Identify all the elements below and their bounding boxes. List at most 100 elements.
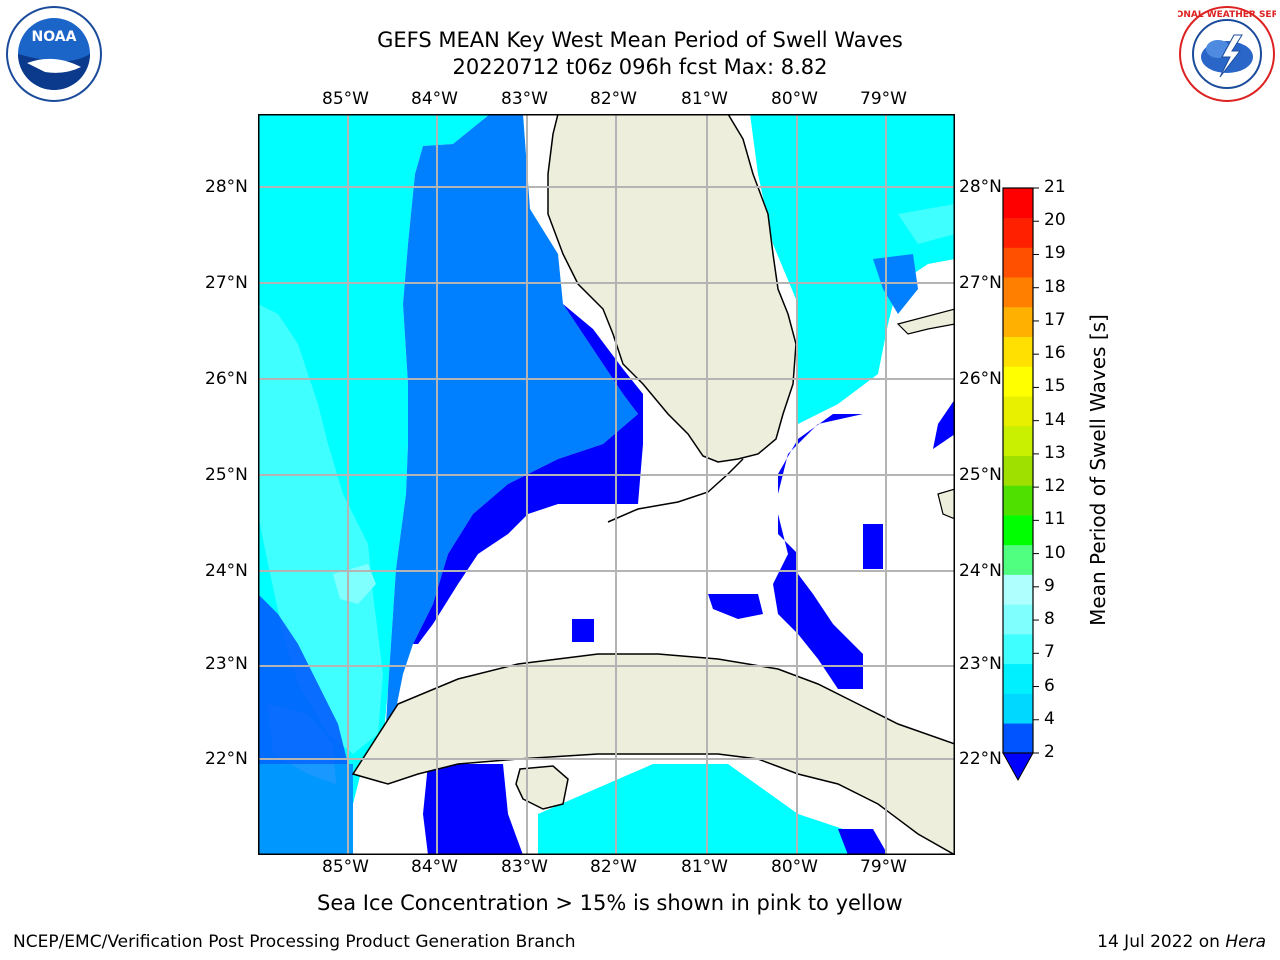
colorbar-tick-label: 15: [1044, 376, 1066, 397]
lat-label-left-26n: 26°N: [205, 369, 248, 389]
colorbar-segment: [1003, 574, 1033, 605]
colorbar-segment: [1003, 425, 1033, 456]
noaa-logo: NOAA: [6, 6, 102, 102]
lat-label-right-25n: 25°N: [959, 465, 1002, 485]
contour-2-4s-southwest: [258, 594, 348, 764]
colorbar-segment: [1003, 604, 1033, 635]
colorbar-label: Mean Period of Swell Waves [s]: [1086, 314, 1110, 626]
colorbar-tick-label: 17: [1044, 309, 1066, 330]
colorbar-tick-label: 13: [1044, 442, 1066, 463]
footer-date-text: 14 Jul 2022 on: [1097, 932, 1226, 952]
lon-label-top-79w: 79°W: [860, 89, 907, 109]
footer-host: Hera: [1225, 932, 1266, 952]
contour-2-4s-southeast: [838, 829, 888, 855]
colorbar-extend-arrow: [1002, 752, 1034, 782]
colorbar-tick-label: 7: [1044, 642, 1055, 663]
colorbar-tick-label: 21: [1044, 177, 1066, 197]
colorbar-frame: [1002, 187, 1034, 754]
sea-ice-caption: Sea Ice Concentration > 15% is shown in …: [317, 891, 903, 915]
colorbar-segment: [1003, 306, 1033, 337]
colorbar-tick-label: 18: [1044, 276, 1066, 297]
colorbar-segment: [1003, 455, 1033, 486]
colorbar-tick-label: 6: [1044, 675, 1055, 696]
isle-of-youth: [515, 765, 569, 810]
map-subtitle: 20220712 t06z 096h fcst Max: 8.82: [452, 55, 828, 79]
footer-branch: NCEP/EMC/Verification Post Processing Pr…: [13, 932, 576, 952]
lat-label-left-22n: 22°N: [205, 749, 248, 769]
colorbar-tick-label: 2: [1044, 742, 1055, 762]
swell-period-map: [258, 114, 955, 855]
contour-6-7s-east: [750, 114, 955, 424]
lat-label-right-23n: 23°N: [959, 654, 1002, 674]
colorbar: [1002, 187, 1039, 782]
lon-label-top-81w: 81°W: [681, 89, 728, 109]
colorbar-tick-label: 10: [1044, 542, 1066, 563]
contour-2-4s-bahamas: [863, 524, 883, 569]
florida-keys: [607, 458, 744, 523]
colorbar-segment: [1003, 663, 1033, 694]
map-title: GEFS MEAN Key West Mean Period of Swell …: [377, 28, 903, 52]
colorbar-segment: [1003, 485, 1033, 516]
lat-label-right-27n: 27°N: [959, 273, 1002, 293]
colorbar-tick-label: 19: [1044, 243, 1066, 264]
lon-label-bottom-80w: 80°W: [771, 857, 818, 877]
bahamas-land-south: [937, 488, 955, 520]
contour-8-9s-west: [333, 564, 376, 604]
colorbar-segment: [1003, 217, 1033, 248]
lon-label-bottom-83w: 83°W: [501, 857, 548, 877]
colorbar-tick-label: 16: [1044, 343, 1066, 364]
colorbar-segment: [1003, 277, 1033, 308]
lat-label-right-24n: 24°N: [959, 561, 1002, 581]
map-gridlines: [258, 114, 955, 855]
colorbar-segments: [1003, 187, 1039, 754]
nws-logo-text: NATIONAL WEATHER SERVICE: [1178, 10, 1276, 20]
colorbar-tick-label: 14: [1044, 409, 1066, 430]
contour-2-4s-spot: [572, 619, 594, 642]
lon-label-top-82w: 82°W: [590, 89, 637, 109]
nws-logo: NATIONAL WEATHER SERVICE: [1178, 6, 1276, 102]
noaa-logo-text: NOAA: [32, 29, 77, 45]
colorbar-segment: [1003, 544, 1033, 575]
contour-2-4s-straits: [708, 594, 763, 619]
lon-label-top-80w: 80°W: [771, 89, 818, 109]
colorbar-segment: [1003, 366, 1033, 397]
lat-label-left-27n: 27°N: [205, 273, 248, 293]
contour-blue-southwest-corner: [258, 764, 353, 855]
lon-label-top-85w: 85°W: [322, 89, 369, 109]
lat-label-right-22n: 22°N: [959, 749, 1002, 769]
lat-label-left-23n: 23°N: [205, 654, 248, 674]
lat-label-left-24n: 24°N: [205, 561, 248, 581]
contour-4-6s-west: [386, 114, 638, 724]
contour-7-8s-east: [898, 204, 955, 244]
contour-2-4s-east: [773, 414, 863, 689]
lon-label-bottom-79w: 79°W: [860, 857, 907, 877]
colorbar-segment: [1003, 247, 1033, 278]
colorbar-segment: [1003, 336, 1033, 367]
lat-label-left-25n: 25°N: [205, 465, 248, 485]
colorbar-segment: [1003, 634, 1033, 665]
colorbar-segment: [1003, 396, 1033, 427]
colorbar-tick-label: 4: [1044, 708, 1055, 729]
colorbar-tick-label: 20: [1044, 210, 1066, 231]
colorbar-tick-label: 11: [1044, 509, 1066, 530]
lon-label-bottom-82w: 82°W: [590, 857, 637, 877]
lon-label-bottom-85w: 85°W: [322, 857, 369, 877]
contour-2-4s-northeast: [933, 399, 955, 449]
colorbar-tick-label: 12: [1044, 476, 1066, 497]
lon-label-bottom-81w: 81°W: [681, 857, 728, 877]
lat-label-left-28n: 28°N: [205, 177, 248, 197]
map-frame: [258, 114, 955, 855]
colorbar-segment: [1003, 693, 1033, 724]
colorbar-segment: [1003, 723, 1033, 754]
lat-label-right-28n: 28°N: [959, 177, 1002, 197]
footer-date: 14 Jul 2022 on Hera: [1097, 932, 1266, 952]
contour-2-4s-south: [423, 764, 523, 855]
colorbar-segment: [1003, 188, 1033, 219]
bahamas-land: [896, 308, 955, 335]
lon-label-top-84w: 84°W: [411, 89, 458, 109]
lat-label-right-26n: 26°N: [959, 369, 1002, 389]
lon-label-top-83w: 83°W: [501, 89, 548, 109]
lon-label-bottom-84w: 84°W: [411, 857, 458, 877]
colorbar-tick-label: 9: [1044, 575, 1055, 596]
florida-land: [547, 114, 797, 463]
